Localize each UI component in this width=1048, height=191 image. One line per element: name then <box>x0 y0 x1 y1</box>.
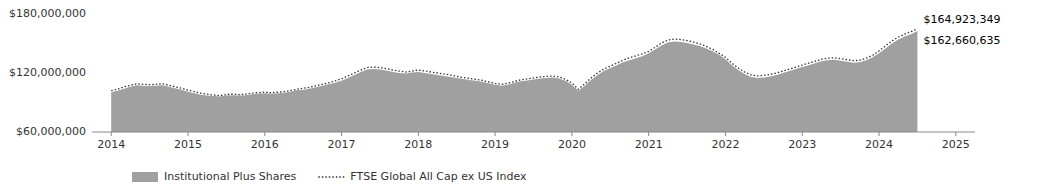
legend-swatch <box>318 176 344 178</box>
chart: 2014 2015 2016 2017 2018 2019 2020 2021 2022 2023… <box>0 0 1048 191</box>
x-tick-label: 2021 <box>635 138 663 151</box>
x-tick-label: 2024 <box>865 138 893 151</box>
line <box>111 29 917 96</box>
area <box>111 31 917 132</box>
legend-label: Institutional Plus Shares <box>164 170 297 183</box>
x-tick <box>802 132 803 136</box>
legend-swatch <box>132 172 158 182</box>
x-tick <box>725 132 726 136</box>
end-label: $164,923,349 <box>923 13 1000 26</box>
x-tick-label: 2017 <box>328 138 356 151</box>
legend-label: FTSE Global All Cap ex US Index <box>350 170 527 183</box>
x-axis-line <box>92 132 975 133</box>
x-tick <box>418 132 419 136</box>
end-label: $162,660,635 <box>923 34 1000 47</box>
x-tick <box>648 132 649 136</box>
x-tick-label: 2023 <box>788 138 816 151</box>
x-tick <box>187 132 188 136</box>
x-tick <box>495 132 496 136</box>
y-tick-label: $60,000,000 <box>16 125 86 138</box>
x-tick-label: 2020 <box>558 138 586 151</box>
x-tick-label: 2019 <box>481 138 509 151</box>
x-tick-label: 2018 <box>404 138 432 151</box>
x-tick <box>571 132 572 136</box>
x-tick <box>879 132 880 136</box>
x-tick-label: 2016 <box>251 138 279 151</box>
x-tick-label: 2015 <box>174 138 202 151</box>
y-tick-label: $180,000,000 <box>9 7 86 20</box>
y-tick-label: $120,000,000 <box>9 66 86 79</box>
plot-area <box>111 29 917 132</box>
legend: Institutional Plus Shares FTSE Global All… <box>132 170 527 183</box>
x-tick <box>264 132 265 136</box>
x-tick <box>111 132 112 136</box>
x-tick <box>955 132 956 136</box>
x-tick-label: 2025 <box>942 138 970 151</box>
x-tick-label: 2014 <box>97 138 125 151</box>
x-tick <box>341 132 342 136</box>
x-tick-label: 2022 <box>711 138 739 151</box>
